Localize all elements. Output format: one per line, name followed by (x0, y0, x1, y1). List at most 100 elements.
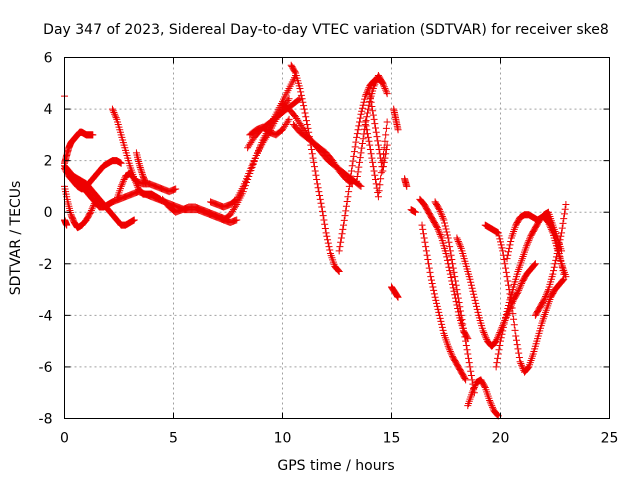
data-point (493, 410, 501, 418)
data-point (372, 128, 380, 136)
data-point (433, 224, 441, 232)
data-point (337, 238, 345, 246)
data-point (433, 299, 441, 307)
data-point (371, 120, 379, 128)
data-point (373, 133, 381, 141)
data-point (136, 164, 144, 172)
data-point (511, 326, 519, 334)
data-point (296, 84, 304, 92)
data-point (442, 249, 450, 257)
data-point (471, 382, 479, 390)
data-point (434, 225, 442, 233)
data-point (518, 361, 526, 369)
data-point (559, 219, 567, 227)
data-point (316, 195, 324, 203)
data-point (546, 222, 554, 230)
data-point (341, 212, 349, 220)
data-point (436, 231, 444, 239)
data-point (493, 359, 501, 367)
data-point (87, 208, 95, 216)
data-point (348, 162, 356, 170)
data-point (438, 320, 446, 328)
data-point (353, 173, 361, 181)
data-point (525, 237, 533, 245)
data-point (501, 317, 509, 325)
data-point (486, 396, 494, 404)
data-point (347, 172, 355, 180)
data-point (172, 185, 180, 193)
data-point (454, 236, 462, 244)
data-point (382, 88, 390, 96)
data-point (353, 177, 361, 185)
data-point (449, 280, 457, 288)
data-point (505, 244, 513, 252)
data-point (470, 290, 478, 298)
data-point (515, 349, 523, 357)
data-point (443, 228, 451, 236)
data-point (418, 221, 426, 229)
data-point (377, 169, 385, 177)
data-point (403, 182, 411, 190)
data-point (481, 332, 489, 340)
data-point (499, 327, 507, 335)
data-point (320, 216, 328, 224)
data-point (308, 150, 316, 158)
data-point (441, 222, 449, 230)
data-point (318, 203, 326, 211)
data-point (429, 283, 437, 291)
data-point (445, 344, 453, 352)
data-point (428, 280, 436, 288)
data-point (503, 273, 511, 281)
data-point (552, 256, 560, 264)
data-point (382, 86, 390, 94)
data-point (367, 98, 375, 106)
data-point (444, 234, 452, 242)
data-point (549, 270, 557, 278)
data-point (492, 363, 500, 371)
x-tick-label: 25 (601, 431, 619, 447)
data-point (382, 124, 390, 132)
data-point (354, 126, 362, 134)
data-point (345, 188, 353, 196)
data-point (338, 230, 346, 238)
data-point (372, 78, 380, 86)
data-point (497, 337, 504, 345)
data-point (503, 255, 511, 263)
data-point (456, 241, 464, 249)
data-point (512, 332, 520, 340)
data-point (445, 263, 453, 271)
data-point (364, 109, 372, 117)
data-point (365, 137, 373, 145)
data-point (446, 347, 454, 355)
plot-frame (64, 57, 610, 419)
data-point (467, 281, 475, 289)
data-point (502, 264, 510, 272)
data-point (445, 238, 453, 246)
data-point (486, 398, 494, 406)
data-point (348, 167, 356, 175)
data-point (473, 302, 481, 310)
data-series (132, 149, 150, 188)
data-series (388, 283, 402, 301)
data-point (319, 212, 327, 220)
data-point (350, 152, 358, 160)
data-point (449, 260, 457, 268)
data-series (289, 121, 356, 188)
data-point (561, 205, 569, 213)
data-point (380, 158, 388, 166)
data-point (340, 221, 348, 229)
data-point (495, 346, 503, 354)
data-point (335, 268, 343, 276)
data-point (364, 105, 372, 113)
data-point (300, 105, 308, 113)
data-point (499, 323, 507, 331)
data-point (111, 112, 119, 120)
data-point (539, 297, 547, 305)
data-point (531, 260, 539, 268)
data-point (550, 263, 558, 271)
data-point (473, 305, 481, 313)
data-point (298, 95, 306, 103)
data-point (336, 243, 344, 251)
data-point (556, 236, 564, 244)
data-point (366, 145, 374, 153)
